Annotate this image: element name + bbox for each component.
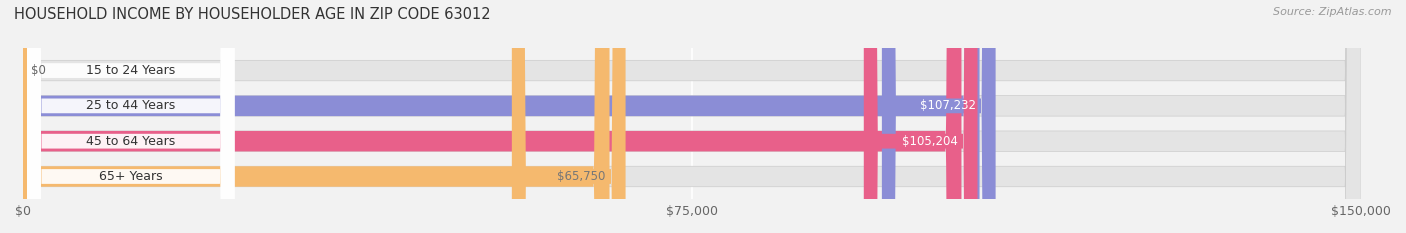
Text: 45 to 64 Years: 45 to 64 Years [86, 135, 176, 148]
FancyBboxPatch shape [22, 0, 610, 233]
Text: $107,232: $107,232 [920, 99, 976, 112]
Text: Source: ZipAtlas.com: Source: ZipAtlas.com [1274, 7, 1392, 17]
FancyBboxPatch shape [27, 0, 235, 233]
Text: $65,750: $65,750 [557, 170, 606, 183]
FancyBboxPatch shape [22, 0, 962, 233]
FancyBboxPatch shape [27, 0, 235, 233]
FancyBboxPatch shape [27, 0, 235, 233]
FancyBboxPatch shape [863, 0, 977, 233]
Text: 65+ Years: 65+ Years [98, 170, 163, 183]
Text: 25 to 44 Years: 25 to 44 Years [86, 99, 176, 112]
Text: $105,204: $105,204 [901, 135, 957, 148]
FancyBboxPatch shape [22, 0, 980, 233]
FancyBboxPatch shape [22, 0, 1361, 233]
FancyBboxPatch shape [512, 0, 626, 233]
FancyBboxPatch shape [22, 0, 1361, 233]
FancyBboxPatch shape [27, 0, 235, 233]
FancyBboxPatch shape [22, 0, 1361, 233]
Text: HOUSEHOLD INCOME BY HOUSEHOLDER AGE IN ZIP CODE 63012: HOUSEHOLD INCOME BY HOUSEHOLDER AGE IN Z… [14, 7, 491, 22]
FancyBboxPatch shape [22, 0, 1361, 233]
FancyBboxPatch shape [882, 0, 995, 233]
Text: 15 to 24 Years: 15 to 24 Years [86, 64, 176, 77]
Text: $0: $0 [31, 64, 46, 77]
